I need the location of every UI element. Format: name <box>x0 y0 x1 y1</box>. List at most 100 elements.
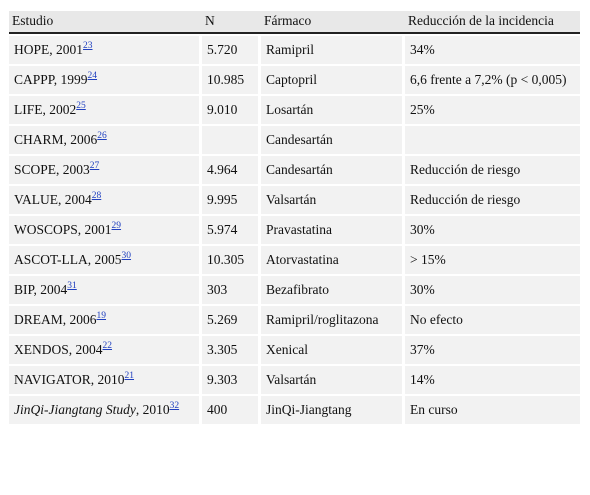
cell-n: 5.720 <box>202 36 261 64</box>
study-name: CAPPP, 1999 <box>14 72 88 87</box>
cell-study: DREAM, 200619 <box>9 306 202 334</box>
cell-drug: Pravastatina <box>261 216 405 244</box>
study-name: SCOPE, 2003 <box>14 162 90 177</box>
cell-n: 9.995 <box>202 186 261 214</box>
reference-link[interactable]: 23 <box>83 40 93 51</box>
cell-drug: Valsartán <box>261 366 405 394</box>
cell-reduction: En curso <box>405 396 580 424</box>
cell-n: 9.303 <box>202 366 261 394</box>
cell-n: 400 <box>202 396 261 424</box>
study-name: LIFE, 2002 <box>14 102 77 117</box>
study-name: WOSCOPS, 2001 <box>14 222 112 237</box>
cell-n: 10.305 <box>202 246 261 274</box>
cell-drug: Candesartán <box>261 126 405 154</box>
cell-drug: Atorvastatina <box>261 246 405 274</box>
cell-reduction: Reducción de riesgo <box>405 156 580 184</box>
cell-drug: Valsartán <box>261 186 405 214</box>
cell-n: 9.010 <box>202 96 261 124</box>
cell-drug: Ramipril <box>261 36 405 64</box>
cell-reduction: No efecto <box>405 306 580 334</box>
reference-link[interactable]: 30 <box>121 250 132 261</box>
reference-link[interactable]: 19 <box>96 310 107 321</box>
cell-n: 303 <box>202 276 261 304</box>
cell-study: SCOPE, 200327 <box>9 156 202 184</box>
cell-drug: JinQi-Jiangtang <box>261 396 405 424</box>
cell-n: 3.305 <box>202 336 261 364</box>
cell-drug: Bezafibrato <box>261 276 405 304</box>
cell-reduction <box>405 126 580 154</box>
table-row: XENDOS, 200422 3.305 Xenical 37% <box>9 336 580 364</box>
cell-reduction: 30% <box>405 216 580 244</box>
header-estudio: Estudio <box>9 11 202 34</box>
header-n: N <box>202 11 261 34</box>
cell-study: LIFE, 200225 <box>9 96 202 124</box>
study-name: , 2010 <box>135 402 170 417</box>
study-name: NAVIGATOR, 2010 <box>14 372 125 387</box>
study-name: XENDOS, 2004 <box>14 342 103 357</box>
cell-n: 5.974 <box>202 216 261 244</box>
cell-reduction: 30% <box>405 276 580 304</box>
cell-study: HOPE, 200123 <box>9 36 202 64</box>
cell-study: XENDOS, 200422 <box>9 336 202 364</box>
table-row: SCOPE, 200327 4.964 Candesartán Reducción d… <box>9 156 580 184</box>
cell-reduction: Reducción de riesgo <box>405 186 580 214</box>
study-name: BIP, 2004 <box>14 282 68 297</box>
header-reduccion: Reducción de la incidencia <box>405 11 580 34</box>
cell-study: CAPPP, 199924 <box>9 66 202 94</box>
table-header: Estudio N Fármaco Reducción de la incide… <box>9 11 580 34</box>
table-row: LIFE, 200225 9.010 Losartán 25% <box>9 96 580 124</box>
table-row: VALUE, 200428 9.995 Valsartán Reducción de … <box>9 186 580 214</box>
cell-reduction: 14% <box>405 366 580 394</box>
cell-n: 5.269 <box>202 306 261 334</box>
reference-link[interactable]: 26 <box>97 130 107 141</box>
study-name: ASCOT-LLA, 2005 <box>14 252 122 267</box>
reference-link[interactable]: 24 <box>87 70 98 81</box>
cell-study: WOSCOPS, 200129 <box>9 216 202 244</box>
reference-link[interactable]: 32 <box>169 400 180 411</box>
cell-study: CHARM, 200626 <box>9 126 202 154</box>
cell-reduction: > 15% <box>405 246 580 274</box>
table-row: ASCOT-LLA, 200530 10.305 Atorvastatina > 15… <box>9 246 580 274</box>
study-name: DREAM, 2006 <box>14 312 97 327</box>
study-name: HOPE, 2001 <box>14 42 84 57</box>
table-row: CAPPP, 199924 10.985 Captopril 6,6 frente a… <box>9 66 580 94</box>
table-row: HOPE, 200123 5.720 Ramipril 34% <box>9 36 580 64</box>
cell-study: BIP, 200431 <box>9 276 202 304</box>
study-name: CHARM, 2006 <box>14 132 98 147</box>
table-row: WOSCOPS, 200129 5.974 Pravastatina 30% <box>9 216 580 244</box>
cell-drug: Ramipril/roglitazona <box>261 306 405 334</box>
reference-link[interactable]: 22 <box>102 340 113 351</box>
table-row: JinQi-Jiangtang Study, 201032 400 JinQi-Ji… <box>9 396 580 424</box>
reference-link[interactable]: 31 <box>67 280 77 291</box>
cell-reduction: 6,6 frente a 7,2% (p < 0,005) <box>405 66 580 94</box>
cell-study: NAVIGATOR, 201021 <box>9 366 202 394</box>
cell-reduction: 34% <box>405 36 580 64</box>
cell-study: ASCOT-LLA, 200530 <box>9 246 202 274</box>
table-row: NAVIGATOR, 201021 9.303 Valsartán 14% <box>9 366 580 394</box>
reference-link[interactable]: 25 <box>76 100 86 111</box>
reference-link[interactable]: 21 <box>124 370 135 381</box>
cell-drug: Captopril <box>261 66 405 94</box>
cell-n <box>202 126 261 154</box>
table-row: BIP, 200431 303 Bezafibrato 30% <box>9 276 580 304</box>
cell-n: 4.964 <box>202 156 261 184</box>
table-row: CHARM, 200626 Candesartán <box>9 126 580 154</box>
cell-n: 10.985 <box>202 66 261 94</box>
cell-study: VALUE, 200428 <box>9 186 202 214</box>
study-name-italic: JinQi-Jiangtang Study <box>14 402 136 417</box>
reference-link[interactable]: 29 <box>111 220 122 231</box>
study-table: Estudio N Fármaco Reducción de la incide… <box>9 9 580 426</box>
cell-drug: Candesartán <box>261 156 405 184</box>
reference-link[interactable]: 28 <box>91 190 102 201</box>
table-row: DREAM, 200619 5.269 Ramipril/roglitazona No… <box>9 306 580 334</box>
cell-study: JinQi-Jiangtang Study, 201032 <box>9 396 202 424</box>
cell-drug: Xenical <box>261 336 405 364</box>
study-table-container: Estudio N Fármaco Reducción de la incide… <box>9 9 580 426</box>
table-body: HOPE, 200123 5.720 Ramipril 34% CAPPP, 19992… <box>9 36 580 424</box>
cell-reduction: 37% <box>405 336 580 364</box>
header-row: Estudio N Fármaco Reducción de la incide… <box>9 11 580 34</box>
cell-drug: Losartán <box>261 96 405 124</box>
cell-reduction: 25% <box>405 96 580 124</box>
reference-link[interactable]: 27 <box>89 160 100 171</box>
study-name: VALUE, 2004 <box>14 192 92 207</box>
